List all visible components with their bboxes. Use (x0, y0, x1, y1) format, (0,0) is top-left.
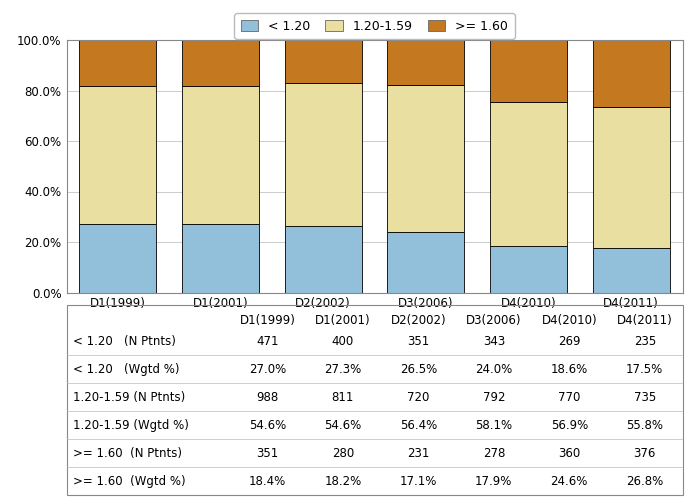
Text: 56.4%: 56.4% (400, 418, 437, 432)
Text: 17.1%: 17.1% (400, 474, 437, 488)
Text: 26.8%: 26.8% (626, 474, 664, 488)
Bar (79, 40, 156, 86)
Text: 18.4%: 18.4% (248, 474, 286, 488)
Text: 18.2%: 18.2% (324, 474, 362, 488)
Bar (593, 108, 670, 248)
Bar (490, 246, 567, 292)
Text: 1.20-1.59 (N Ptnts): 1.20-1.59 (N Ptnts) (73, 390, 185, 404)
Text: 17.5%: 17.5% (626, 363, 664, 376)
Text: 988: 988 (256, 390, 279, 404)
Text: 58.1%: 58.1% (475, 418, 512, 432)
Text: D4(2010): D4(2010) (542, 314, 597, 327)
Bar (285, 226, 362, 292)
Text: 231: 231 (407, 446, 430, 460)
Text: 54.6%: 54.6% (248, 418, 286, 432)
Text: 351: 351 (407, 335, 430, 348)
Text: 56.9%: 56.9% (551, 418, 588, 432)
Bar (593, 248, 670, 292)
Bar (285, 83, 362, 226)
Legend: < 1.20, 1.20-1.59, >= 1.60: < 1.20, 1.20-1.59, >= 1.60 (234, 14, 514, 39)
Text: 1.20-1.59 (Wgtd %): 1.20-1.59 (Wgtd %) (73, 418, 188, 432)
Bar (387, 85, 464, 232)
Text: 770: 770 (558, 390, 580, 404)
Text: 235: 235 (634, 335, 656, 348)
Text: >= 1.60  (Wgtd %): >= 1.60 (Wgtd %) (73, 474, 186, 488)
Text: 269: 269 (558, 335, 580, 348)
Bar (593, 40, 670, 108)
Bar (387, 40, 464, 85)
Text: 735: 735 (634, 390, 656, 404)
Text: D2(2002): D2(2002) (391, 314, 446, 327)
Text: 720: 720 (407, 390, 430, 404)
Text: 792: 792 (482, 390, 505, 404)
Text: 27.3%: 27.3% (324, 363, 362, 376)
Text: 400: 400 (332, 335, 354, 348)
Text: 24.6%: 24.6% (551, 474, 588, 488)
Text: 811: 811 (332, 390, 354, 404)
Text: 376: 376 (634, 446, 656, 460)
Text: D1(2001): D1(2001) (315, 314, 371, 327)
Text: < 1.20   (Wgtd %): < 1.20 (Wgtd %) (73, 363, 179, 376)
Text: 351: 351 (256, 446, 279, 460)
Text: >= 1.60  (N Ptnts): >= 1.60 (N Ptnts) (73, 446, 182, 460)
Text: 24.0%: 24.0% (475, 363, 512, 376)
Bar (79, 224, 156, 292)
Text: D1(1999): D1(1999) (239, 314, 295, 327)
Text: 26.5%: 26.5% (400, 363, 437, 376)
Text: 278: 278 (483, 446, 505, 460)
Text: 27.0%: 27.0% (248, 363, 286, 376)
Text: 343: 343 (483, 335, 505, 348)
Text: D3(2006): D3(2006) (466, 314, 522, 327)
Bar (490, 102, 567, 246)
Text: 471: 471 (256, 335, 279, 348)
Text: 17.9%: 17.9% (475, 474, 512, 488)
Text: 55.8%: 55.8% (626, 418, 664, 432)
Bar (182, 40, 259, 86)
Text: D4(2011): D4(2011) (617, 314, 673, 327)
Bar (182, 224, 259, 292)
Bar (182, 86, 259, 224)
Bar (79, 86, 156, 224)
Text: 18.6%: 18.6% (551, 363, 588, 376)
Text: 54.6%: 54.6% (324, 418, 362, 432)
Text: < 1.20   (N Ptnts): < 1.20 (N Ptnts) (73, 335, 176, 348)
Text: 280: 280 (332, 446, 354, 460)
Bar (285, 40, 362, 83)
Text: 360: 360 (558, 446, 580, 460)
Bar (387, 232, 464, 292)
Bar (490, 40, 567, 102)
